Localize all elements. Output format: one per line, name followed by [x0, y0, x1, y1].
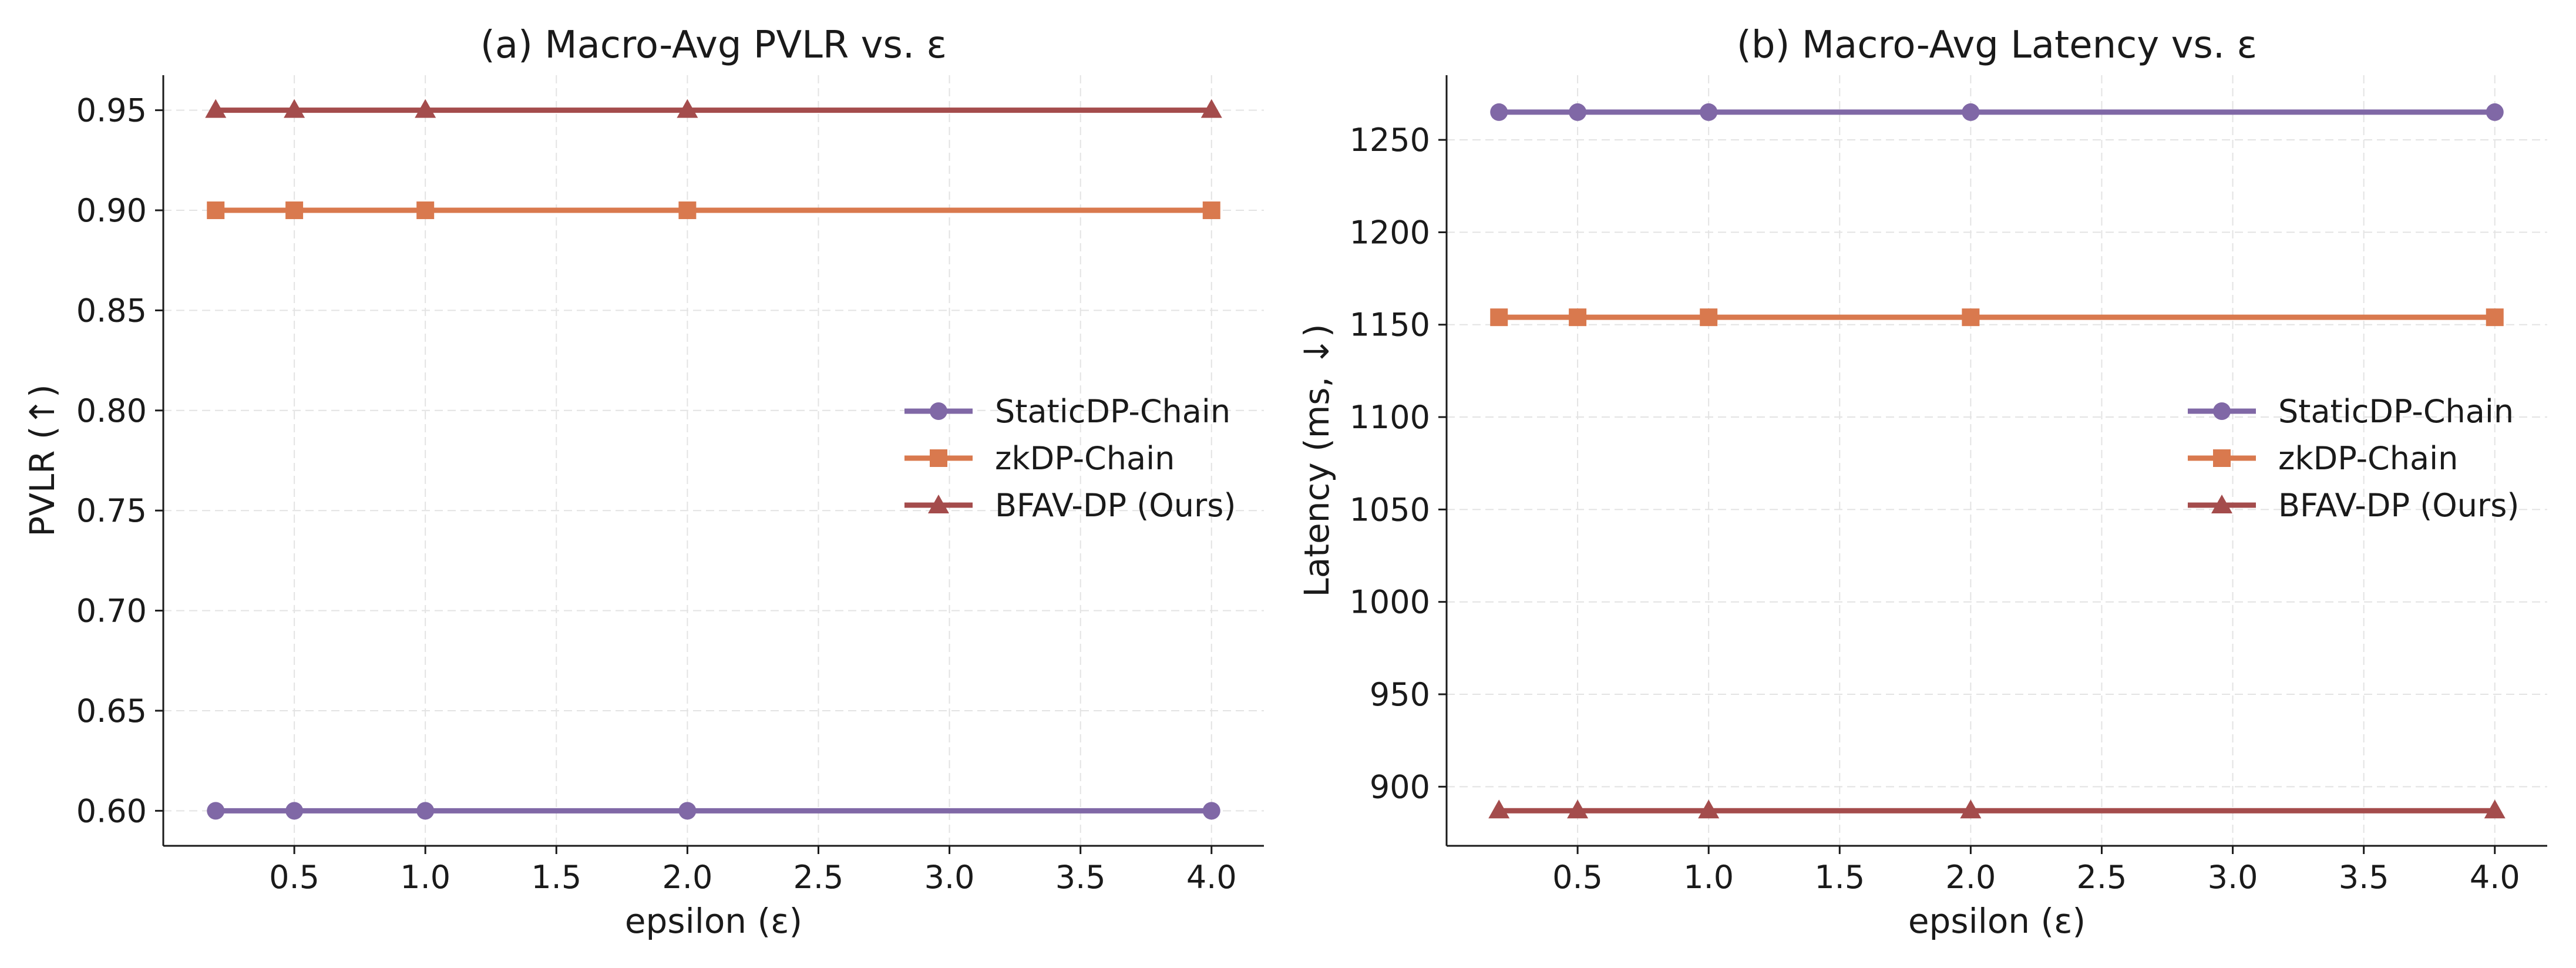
- data-point-staticdp-chain: [1569, 103, 1587, 121]
- y-tick-label: 1000: [1350, 584, 1430, 621]
- legend-label: zkDP-Chain: [995, 440, 1175, 477]
- legend-item-zkdp-chain: zkDP-Chain: [904, 440, 1175, 477]
- legend-marker-triangle: [928, 495, 949, 513]
- legend-label: zkDP-Chain: [2278, 440, 2458, 477]
- data-point-bfav-dp-ours: [1200, 99, 1222, 118]
- data-point-bfav-dp-ours: [1960, 799, 1982, 819]
- legend-item-staticdp-chain: StaticDP-Chain: [904, 393, 1230, 430]
- data-point-zkdp-chain: [1490, 308, 1508, 327]
- y-tick-label: 1050: [1350, 491, 1430, 528]
- panel-a-series: [205, 99, 1222, 820]
- legend-marker-triangle: [2211, 495, 2232, 513]
- data-point-bfav-dp-ours: [205, 99, 227, 118]
- x-tick-label: 0.5: [1552, 859, 1603, 896]
- x-tick-label: 1.5: [1814, 859, 1865, 896]
- legend-marker-circle: [2213, 402, 2231, 420]
- legend-item-bfav-dp: BFAV-DP (Ours): [904, 487, 1236, 524]
- legend-label: BFAV-DP (Ours): [995, 487, 1236, 524]
- data-point-zkdp-chain: [1700, 308, 1718, 327]
- x-tick-label: 4.0: [2470, 859, 2520, 896]
- x-tick-label: 3.0: [2208, 859, 2258, 896]
- panel-b-grid: [1447, 75, 2547, 846]
- y-tick-label: 0.65: [76, 693, 147, 730]
- x-tick-label: 2.0: [662, 859, 712, 896]
- x-tick-label: 2.5: [2077, 859, 2127, 896]
- legend-marker-circle: [930, 402, 947, 420]
- legend-label: BFAV-DP (Ours): [2278, 487, 2519, 524]
- panel-b-title: (b) Macro-Avg Latency vs. ε: [1737, 23, 2257, 67]
- data-point-staticdp-chain: [1700, 103, 1718, 121]
- panel-a-ticks: 0.5 1.0 1.5 2.0 2.5 3.0 3.5 4.0 0.60 0.65 0.70 0.75…: [76, 92, 1237, 896]
- data-point-staticdp-chain: [416, 802, 435, 820]
- panel-b: (b) Macro-Avg Latency vs. ε 0.5 1.0 1.5 2.0…: [1297, 23, 2547, 941]
- data-point-zkdp-chain: [1569, 308, 1587, 327]
- data-point-staticdp-chain: [285, 802, 304, 820]
- y-tick-label: 0.70: [76, 593, 147, 630]
- data-point-staticdp-chain: [1202, 802, 1220, 820]
- data-point-zkdp-chain: [2486, 308, 2504, 327]
- legend-item-zkdp-chain: zkDP-Chain: [2188, 440, 2458, 477]
- panel-b-legend: StaticDP-Chain zkDP-Chain BFAV-DP (Ours): [2188, 393, 2519, 524]
- y-tick-label: 0.80: [76, 392, 147, 429]
- x-tick-label: 3.0: [924, 859, 975, 896]
- x-tick-label: 3.5: [2339, 859, 2389, 896]
- panel-a-legend: StaticDP-Chain zkDP-Chain BFAV-DP (Ours): [904, 393, 1236, 524]
- panel-a-x-axis-label: epsilon (ε): [625, 901, 802, 941]
- x-tick-label: 2.0: [1945, 859, 1996, 896]
- data-point-bfav-dp-ours: [677, 99, 698, 118]
- data-point-bfav-dp-ours: [1567, 799, 1589, 819]
- data-point-staticdp-chain: [678, 802, 697, 820]
- x-tick-label: 2.5: [793, 859, 844, 896]
- x-tick-label: 0.5: [269, 859, 320, 896]
- panel-b-x-axis-label: epsilon (ε): [1908, 901, 2086, 941]
- y-tick-label: 1100: [1350, 399, 1430, 436]
- data-point-staticdp-chain: [1490, 103, 1508, 121]
- data-point-zkdp-chain: [1202, 201, 1220, 220]
- data-point-zkdp-chain: [416, 201, 435, 220]
- legend-label: StaticDP-Chain: [2278, 393, 2514, 430]
- data-point-zkdp-chain: [678, 201, 697, 220]
- y-tick-label: 0.75: [76, 492, 147, 529]
- data-point-zkdp-chain: [207, 201, 225, 220]
- data-point-staticdp-chain: [207, 802, 225, 820]
- data-point-zkdp-chain: [285, 201, 304, 220]
- legend-label: StaticDP-Chain: [995, 393, 1230, 430]
- y-tick-label: 1150: [1350, 307, 1430, 344]
- legend-item-staticdp-chain: StaticDP-Chain: [2188, 393, 2514, 430]
- y-tick-label: 0.95: [76, 92, 147, 129]
- data-point-bfav-dp-ours: [284, 99, 305, 118]
- y-tick-label: 950: [1370, 676, 1430, 713]
- x-tick-label: 1.0: [1683, 859, 1734, 896]
- data-point-bfav-dp-ours: [1488, 799, 1510, 819]
- data-point-staticdp-chain: [2486, 103, 2504, 121]
- panel-b-series: [1488, 103, 2506, 819]
- x-tick-label: 1.5: [531, 859, 581, 896]
- legend-marker-square: [2213, 449, 2231, 467]
- y-tick-label: 1200: [1350, 214, 1430, 251]
- y-tick-label: 0.85: [76, 292, 147, 329]
- panel-b-y-axis-label: Latency (ms, ↓): [1297, 324, 1337, 597]
- data-point-bfav-dp-ours: [1698, 799, 1720, 819]
- legend-item-bfav-dp: BFAV-DP (Ours): [2188, 487, 2519, 524]
- x-tick-label: 3.5: [1055, 859, 1106, 896]
- panel-b-ticks: 0.5 1.0 1.5 2.0 2.5 3.0 3.5 4.0 900 950 1000 1050 11…: [1350, 122, 2520, 896]
- y-tick-label: 0.90: [76, 192, 147, 229]
- panel-a-y-axis-label: PVLR (↑): [22, 384, 62, 537]
- data-point-bfav-dp-ours: [415, 99, 436, 118]
- x-tick-label: 1.0: [400, 859, 450, 896]
- data-point-bfav-dp-ours: [2484, 799, 2506, 819]
- y-tick-label: 1250: [1350, 122, 1430, 159]
- data-point-zkdp-chain: [1962, 308, 1980, 327]
- data-point-staticdp-chain: [1962, 103, 1980, 121]
- legend-marker-square: [930, 449, 947, 467]
- y-tick-label: 0.60: [76, 792, 147, 829]
- panel-a: (a) Macro-Avg PVLR vs. ε 0.5 1.0 1.5 2.0 2.5…: [22, 23, 1264, 941]
- x-tick-label: 4.0: [1186, 859, 1237, 896]
- y-tick-label: 900: [1370, 768, 1430, 805]
- panel-a-title: (a) Macro-Avg PVLR vs. ε: [480, 23, 947, 67]
